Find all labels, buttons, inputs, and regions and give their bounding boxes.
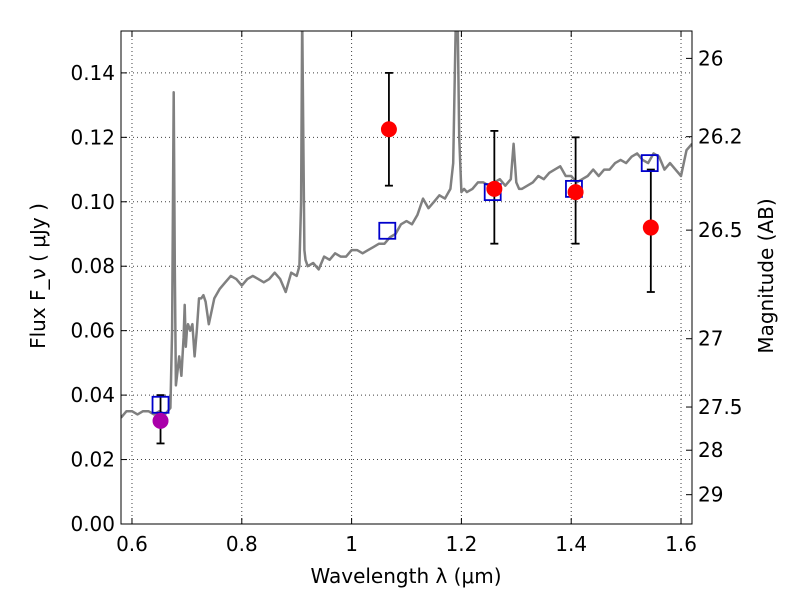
observed-flux-point <box>152 412 169 429</box>
model-square-point <box>378 221 397 240</box>
y-tick-label: 0.08 <box>70 254 115 278</box>
model-square-point <box>640 154 659 173</box>
y-tick-label: 0.10 <box>70 190 115 214</box>
right-tick-label: 26.5 <box>698 218 743 242</box>
observed-flux-point <box>486 180 503 197</box>
x-tick-label: 0.8 <box>226 532 258 556</box>
y-tick-label: 0.14 <box>70 61 115 85</box>
observed-flux-point <box>642 219 659 236</box>
y-axis-title: Flux F_ν ( μJy ) <box>26 203 50 349</box>
right-tick-label: 26 <box>698 46 723 70</box>
right-axis-title: Magnitude (AB) <box>754 198 778 353</box>
right-tick-label: 27 <box>698 327 723 351</box>
plot-frame <box>120 30 693 525</box>
y-tick-label: 0.02 <box>70 448 115 472</box>
right-tick-label: 28 <box>698 438 723 462</box>
model-square-point <box>151 395 170 414</box>
observed-flux-point <box>567 184 584 201</box>
right-tick-label: 27.5 <box>698 395 743 419</box>
x-tick-label: 1.2 <box>445 532 477 556</box>
observed-flux-point <box>380 121 397 138</box>
x-tick-label: 0.6 <box>116 532 148 556</box>
y-tick-label: 0.06 <box>70 319 115 343</box>
x-tick-label: 1.4 <box>555 532 587 556</box>
x-tick-label: 1.6 <box>665 532 697 556</box>
x-axis-title: Wavelength λ (μm) <box>310 564 501 588</box>
y-tick-label: 0.04 <box>70 383 115 407</box>
spectrum-line <box>121 31 692 419</box>
axes: 0.6 0.8 1 1.2 1.4 1.6 0.00 0.02 0.04 0.06 0.08 0.10… <box>70 31 743 556</box>
right-tick-label: 26.2 <box>698 125 743 149</box>
right-tick-label: 29 <box>698 483 723 507</box>
y-tick-label: 0.12 <box>70 125 115 149</box>
plot-area <box>121 31 692 445</box>
grid-lines <box>121 31 692 525</box>
y-tick-label: 0.00 <box>70 512 115 536</box>
x-tick-label: 1 <box>345 532 358 556</box>
